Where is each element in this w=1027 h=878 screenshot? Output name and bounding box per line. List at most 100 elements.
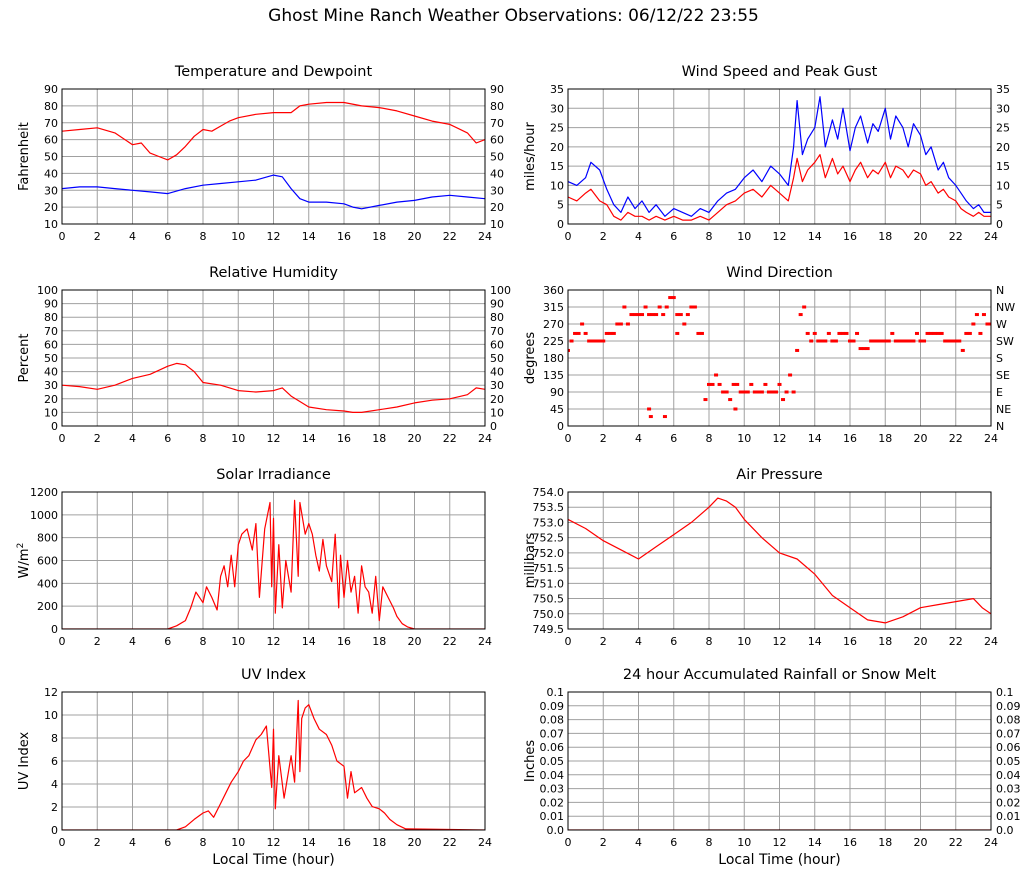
wind-ytick-label: 5: [557, 199, 564, 212]
solar-xtick-label: 2: [94, 635, 101, 648]
temp-xtick-label: 14: [302, 230, 316, 243]
wind-xtick-label: 18: [878, 230, 892, 243]
wdir-point: [798, 313, 803, 317]
wdir-point: [837, 331, 842, 335]
wind-xtick-label: 12: [773, 230, 787, 243]
temp-right-tick-label: 50: [490, 151, 504, 164]
pressure-title: Air Pressure: [736, 467, 823, 483]
pressure-series-line: [568, 497, 991, 624]
wdir-point: [682, 322, 687, 326]
rain-right-tick-label: 0.01: [996, 810, 1021, 823]
wind-ytick-label: 35: [550, 83, 564, 96]
wdir-ytick-label: 270: [543, 318, 564, 331]
wdir-point: [618, 322, 623, 326]
wdir-point: [604, 331, 609, 335]
wdir-point: [594, 339, 599, 343]
rain-right-tick-label: 0.04: [996, 769, 1021, 782]
wind-right-tick-label: 30: [996, 102, 1010, 115]
rh-right-tick-label: 0: [490, 420, 497, 433]
rh-xtick-label: 6: [164, 432, 171, 445]
rh-xtick-label: 12: [267, 432, 281, 445]
wdir-point: [583, 331, 588, 335]
solar-ytick-label: 800: [37, 532, 58, 545]
wdir-right-tick-label: S: [996, 352, 1003, 365]
rh-right-tick-label: 50: [490, 352, 504, 365]
wdir-ytick-label: 0: [557, 420, 564, 433]
wdir-point: [886, 339, 891, 343]
uv-xtick-label: 10: [231, 836, 245, 849]
wind-right-tick-label: 0: [996, 218, 1003, 231]
wdir-point: [869, 339, 874, 343]
wdir-point: [974, 313, 979, 317]
wdir-point: [883, 339, 888, 343]
temp-right-tick-label: 90: [490, 83, 504, 96]
wind-xtick-label: 0: [565, 230, 572, 243]
wdir-point: [830, 339, 835, 343]
rain-ytick-label: 0.06: [540, 741, 565, 754]
rh-right-tick-label: 40: [490, 366, 504, 379]
wdir-point: [936, 331, 941, 335]
temp-xtick-label: 20: [408, 230, 422, 243]
wdir-ylabel: degrees: [523, 332, 538, 385]
uv-xtick-label: 24: [478, 836, 492, 849]
pressure-xtick-label: 4: [635, 635, 642, 648]
pressure-xtick-label: 12: [773, 635, 787, 648]
wdir-ytick-label: 360: [543, 284, 564, 297]
wdir-point: [678, 313, 683, 317]
uv-ytick-label: 2: [51, 801, 58, 814]
wdir-point: [862, 347, 867, 351]
wind-xtick-label: 8: [706, 230, 713, 243]
pressure-xtick-label: 20: [914, 635, 928, 648]
wdir-point: [629, 313, 634, 317]
wdir-point: [795, 348, 800, 352]
wdir-point: [981, 313, 986, 317]
uv-xtick-label: 6: [164, 836, 171, 849]
rain-frame: [567, 691, 992, 831]
rain-right-tick-label: 0.06: [996, 741, 1021, 754]
rh-right-tick-label: 90: [490, 298, 504, 311]
wdir-point: [714, 373, 719, 377]
rain-xtick-label: 2: [600, 836, 607, 849]
rain-xtick-label: 24: [984, 836, 998, 849]
wdir-point: [879, 339, 884, 343]
uv-xtick-label: 14: [302, 836, 316, 849]
wind-xtick-label: 22: [949, 230, 963, 243]
wdir-point: [929, 331, 934, 335]
rain-title: 24 hour Accumulated Rainfall or Snow Mel…: [623, 667, 936, 683]
wdir-point: [943, 339, 948, 343]
wdir-right-tick-label: NW: [996, 301, 1015, 314]
rain-ytick-label: 0.01: [540, 810, 565, 823]
wdir-point: [728, 398, 733, 402]
rh-ytick-label: 80: [44, 311, 58, 324]
wdir-point: [985, 322, 990, 326]
uv-title: UV Index: [241, 667, 306, 683]
temp-right-tick-label: 70: [490, 117, 504, 130]
wdir-xtick-label: 14: [808, 432, 822, 445]
rain-xtick-label: 0: [565, 836, 572, 849]
rain-xtick-label: 22: [949, 836, 963, 849]
rain-ytick-label: 0.09: [540, 700, 565, 713]
rain-right-tick-label: 0.0: [996, 824, 1014, 837]
wdir-point: [675, 313, 680, 317]
wdir-point: [671, 296, 676, 300]
wind-right-tick-label: 5: [996, 199, 1003, 212]
wdir-point: [742, 390, 747, 394]
wdir-point: [636, 313, 641, 317]
pressure-xtick-label: 10: [737, 635, 751, 648]
wdir-point: [749, 382, 754, 386]
temp-ytick-label: 70: [44, 117, 58, 130]
pressure-ytick-label: 750.5: [533, 593, 565, 606]
wdir-xtick-label: 18: [878, 432, 892, 445]
rh-series-line: [62, 362, 485, 413]
rain-xtick-label: 16: [843, 836, 857, 849]
wdir-point: [946, 339, 951, 343]
wdir-point: [759, 390, 764, 394]
rain-ytick-label: 0.05: [540, 755, 565, 768]
pressure-xtick-label: 22: [949, 635, 963, 648]
rh-ylabel: Percent: [17, 334, 32, 383]
wind-right-tick-label: 15: [996, 160, 1010, 173]
